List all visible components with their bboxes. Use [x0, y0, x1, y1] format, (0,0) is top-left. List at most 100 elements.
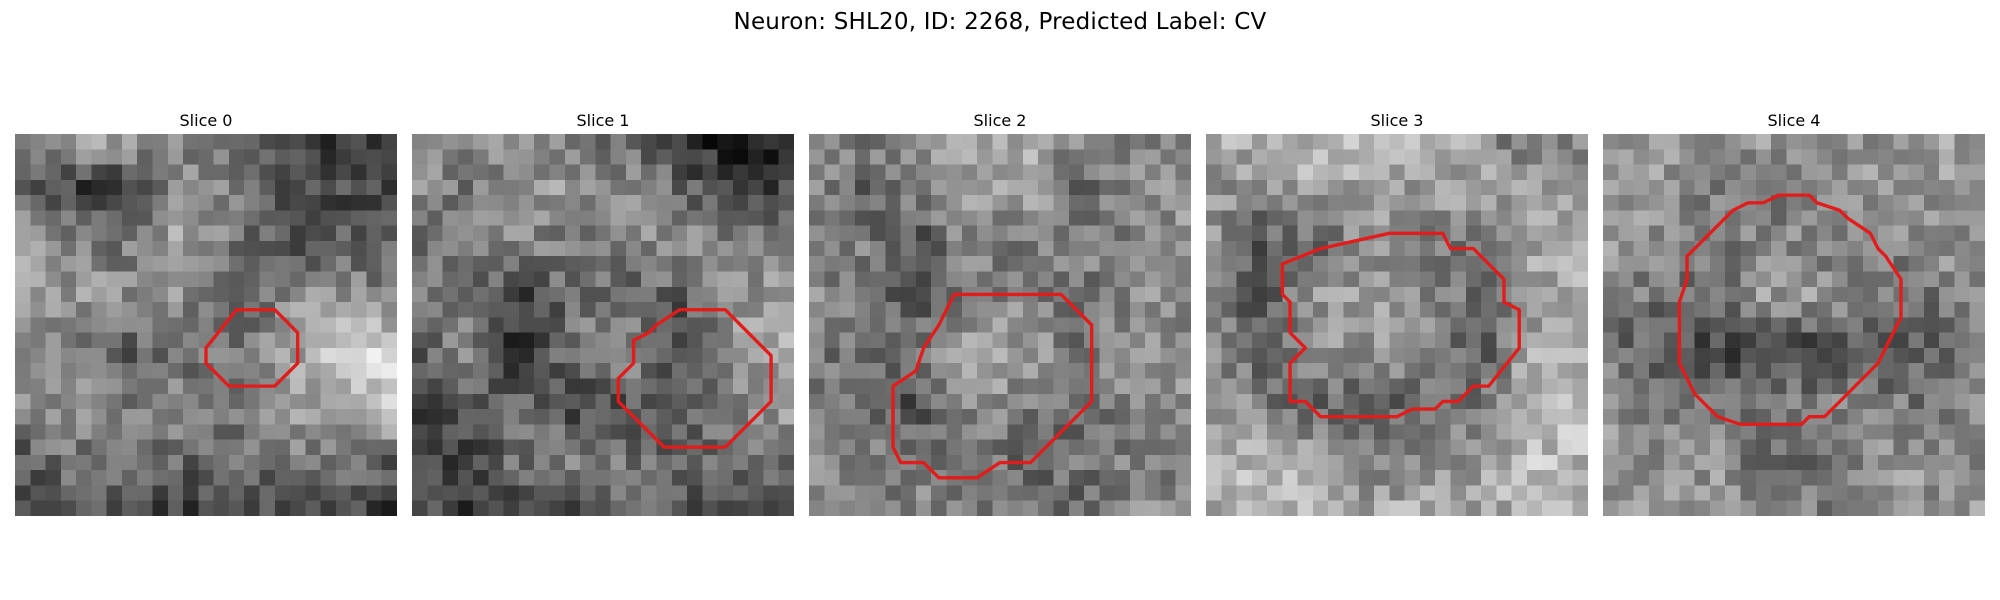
image-pixel: [1282, 240, 1298, 257]
image-pixel: [457, 485, 474, 502]
image-pixel: [1465, 454, 1482, 471]
image-pixel: [198, 210, 214, 226]
image-pixel: [1450, 485, 1467, 502]
image-pixel: [473, 256, 489, 272]
image-pixel: [1160, 134, 1177, 150]
image-pixel: [473, 454, 489, 471]
image-pixel: [809, 164, 825, 181]
image-pixel: [274, 240, 291, 257]
image-pixel: [351, 134, 367, 150]
image-pixel: [900, 393, 917, 410]
image-pixel: [488, 378, 504, 395]
image-pixel: [595, 271, 611, 288]
image-pixel: [228, 347, 245, 364]
image-pixel: [45, 439, 62, 456]
image-pixel: [900, 195, 917, 211]
image-pixel: [1511, 286, 1528, 303]
image-pixel: [1679, 149, 1695, 165]
image-pixel: [60, 164, 77, 181]
image-pixel: [748, 225, 764, 242]
image-pixel: [335, 256, 352, 272]
image-pixel: [549, 317, 566, 333]
image-pixel: [152, 164, 169, 181]
image-pixel: [1175, 286, 1191, 303]
image-pixel: [1801, 302, 1818, 318]
image-pixel: [1175, 179, 1191, 196]
image-pixel: [1954, 393, 1971, 410]
image-pixel: [977, 164, 993, 181]
image-pixel: [1236, 347, 1253, 364]
image-pixel: [183, 485, 199, 502]
image-pixel: [1465, 179, 1482, 196]
image-pixel: [595, 240, 611, 257]
image-pixel: [1939, 210, 1955, 226]
image-pixel: [946, 409, 963, 425]
image-pixel: [809, 470, 825, 486]
image-pixel: [106, 195, 123, 211]
image-pixel: [274, 393, 291, 410]
image-pixel: [625, 286, 642, 303]
image-pixel: [1465, 164, 1482, 181]
image-pixel: [259, 454, 276, 471]
image-pixel: [198, 454, 214, 471]
image-pixel: [1908, 179, 1925, 196]
image-pixel: [259, 439, 276, 456]
image-pixel: [977, 347, 993, 364]
image-pixel: [1648, 134, 1665, 150]
image-pixel: [1878, 439, 1894, 456]
image-pixel: [1221, 470, 1237, 486]
image-pixel: [992, 195, 1008, 211]
image-pixel: [595, 378, 611, 395]
image-pixel: [839, 256, 856, 272]
image-pixel: [1542, 256, 1558, 272]
image-pixel: [1755, 134, 1772, 150]
image-pixel: [198, 240, 214, 257]
image-pixel: [1878, 149, 1894, 165]
image-pixel: [167, 210, 184, 226]
image-pixel: [442, 409, 459, 425]
image-pixel: [1038, 210, 1054, 226]
image-pixel: [121, 225, 138, 242]
image-pixel: [931, 286, 947, 303]
image-pixel: [320, 424, 337, 440]
image-pixel: [351, 271, 367, 288]
image-pixel: [366, 454, 383, 471]
image-pixel: [1068, 240, 1085, 257]
image-pixel: [1099, 378, 1115, 395]
image-pixel: [1664, 149, 1680, 165]
image-pixel: [641, 500, 657, 516]
image-pixel: [1328, 302, 1344, 318]
image-pixel: [228, 363, 245, 379]
image-pixel: [274, 256, 291, 272]
image-pixel: [1969, 271, 1985, 288]
image-pixel: [457, 195, 474, 211]
image-pixel: [549, 485, 566, 502]
image-pixel: [1267, 332, 1283, 349]
image-pixel: [1557, 439, 1574, 456]
image-pixel: [381, 317, 397, 333]
image-pixel: [1832, 179, 1848, 196]
image-pixel: [1847, 149, 1864, 165]
image-pixel: [1786, 393, 1802, 410]
image-pixel: [198, 134, 214, 150]
image-pixel: [1206, 363, 1222, 379]
image-pixel: [1648, 271, 1665, 288]
image-pixel: [183, 393, 199, 410]
image-pixel: [1923, 347, 1940, 364]
image-pixel: [442, 439, 459, 456]
image-pixel: [121, 149, 138, 165]
image-pixel: [335, 500, 352, 516]
image-pixel: [564, 210, 581, 226]
image-pixel: [1419, 210, 1436, 226]
image-pixel: [992, 240, 1008, 257]
image-pixel: [1419, 378, 1436, 395]
slice-image: [809, 134, 1191, 516]
image-pixel: [1099, 409, 1115, 425]
image-pixel: [915, 179, 932, 196]
image-pixel: [412, 332, 428, 349]
image-pixel: [1404, 210, 1421, 226]
image-pixel: [167, 363, 184, 379]
image-pixel: [198, 439, 214, 456]
image-pixel: [457, 317, 474, 333]
image-pixel: [351, 409, 367, 425]
